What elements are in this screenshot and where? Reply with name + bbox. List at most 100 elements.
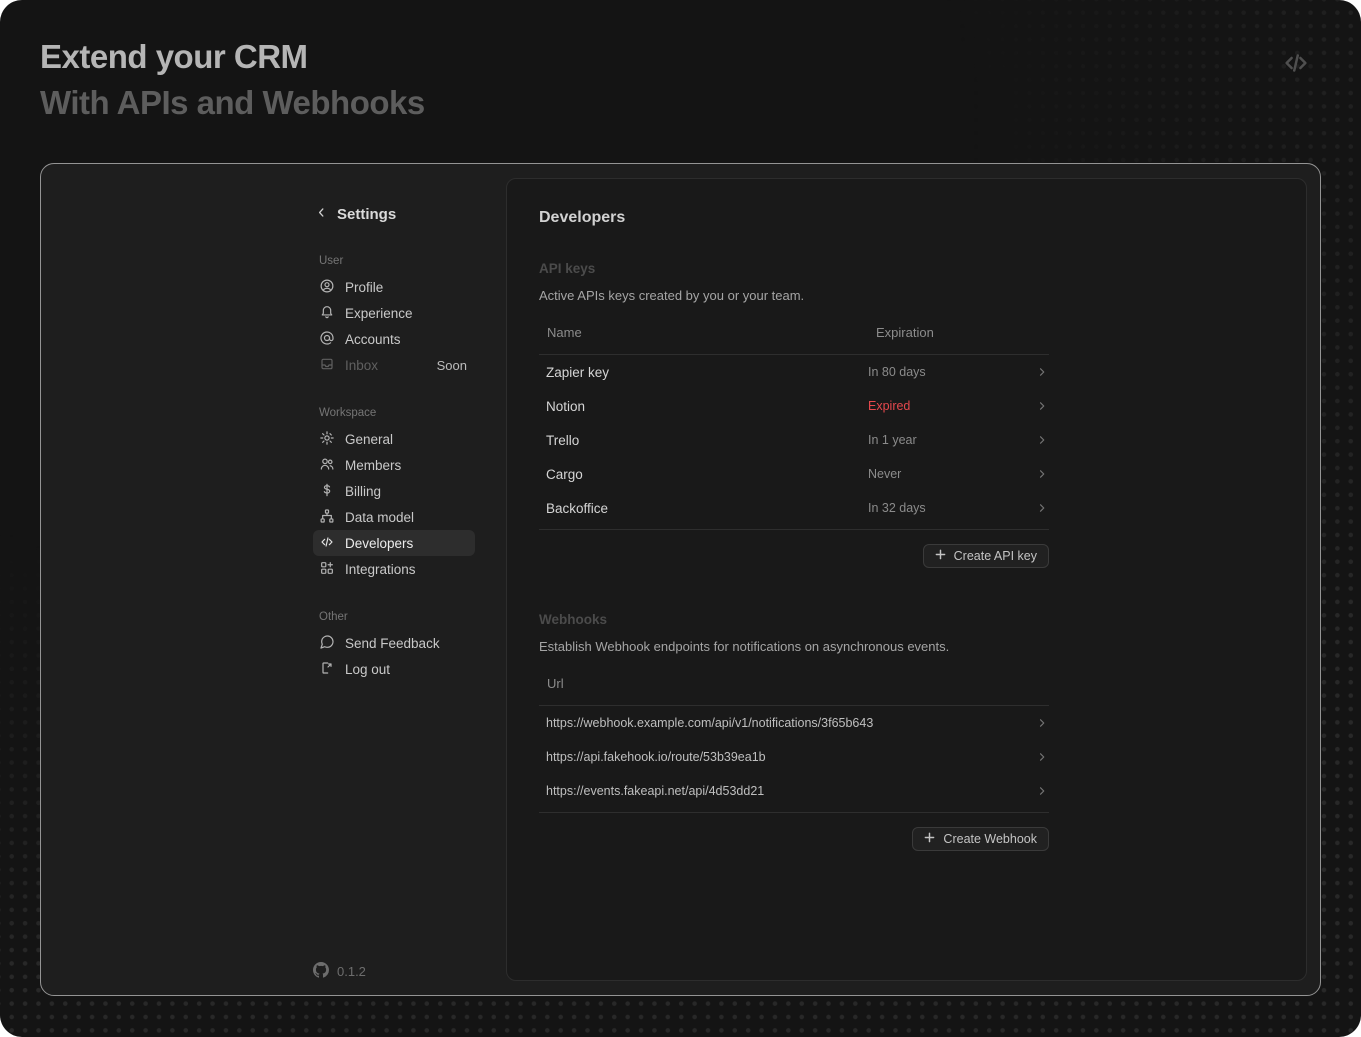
section-label-workspace: Workspace bbox=[319, 407, 377, 419]
webhooks-description: Establish Webhook endpoints for notifica… bbox=[539, 639, 950, 654]
api-key-expiration: Expired bbox=[868, 399, 911, 413]
column-header-expiration: Expiration bbox=[876, 325, 934, 340]
settings-back-header[interactable]: Settings bbox=[313, 206, 475, 223]
section-label-user: User bbox=[319, 255, 344, 267]
sidebar-item-label: Billing bbox=[345, 483, 382, 499]
integrations-icon bbox=[319, 560, 335, 579]
plus-icon bbox=[924, 832, 935, 846]
api-keys-table: Zapier key In 80 days Notion Expired Tre… bbox=[539, 355, 1049, 530]
gear-icon bbox=[319, 430, 335, 449]
sidebar-item-label: Data model bbox=[345, 509, 415, 525]
sidebar-item-label: Send Feedback bbox=[345, 635, 440, 651]
sidebar-item-label: General bbox=[345, 431, 394, 447]
api-key-row[interactable]: Backoffice In 32 days bbox=[539, 491, 1049, 525]
users-icon bbox=[319, 456, 335, 475]
chevron-right-icon bbox=[1035, 501, 1049, 515]
settings-title: Settings bbox=[337, 206, 397, 223]
webhook-row[interactable]: https://api.fakehook.io/route/53b39ea1b bbox=[539, 740, 1049, 774]
webhook-row[interactable]: https://webhook.example.com/api/v1/notif… bbox=[539, 706, 1049, 740]
sidebar-item-label: Developers bbox=[345, 535, 414, 551]
sidebar-item-general[interactable]: General bbox=[313, 426, 475, 452]
section-label-other: Other bbox=[319, 611, 348, 623]
user-circle-icon bbox=[319, 278, 335, 297]
sidebar-item-experience[interactable]: Experience bbox=[313, 300, 475, 326]
code-icon bbox=[319, 534, 335, 553]
heading-line-2: With APIs and Webhooks bbox=[40, 84, 425, 121]
sidebar-section-user: User Profile Experience Accounts Inbox S… bbox=[313, 255, 475, 378]
sidebar-item-label: Inbox bbox=[345, 357, 379, 373]
chevron-right-icon bbox=[1035, 365, 1049, 379]
webhooks-table-header: Url bbox=[539, 676, 1049, 706]
column-header-name: Name bbox=[547, 325, 582, 340]
api-keys-table-header: Name Expiration bbox=[539, 325, 1049, 355]
chat-bubble-icon bbox=[319, 634, 335, 653]
api-key-expiration: Never bbox=[868, 467, 902, 481]
heading-line-1: Extend your CRM bbox=[40, 38, 308, 75]
webhooks-table: https://webhook.example.com/api/v1/notif… bbox=[539, 706, 1049, 813]
plus-icon bbox=[935, 549, 946, 563]
chevron-right-icon bbox=[1035, 716, 1049, 730]
api-key-expiration: In 80 days bbox=[868, 365, 926, 379]
sidebar-item-profile[interactable]: Profile bbox=[313, 274, 475, 300]
webhook-url: https://events.fakeapi.net/api/4d53dd21 bbox=[546, 784, 765, 798]
sidebar-item-accounts[interactable]: Accounts bbox=[313, 326, 475, 352]
api-key-name: Zapier key bbox=[546, 364, 610, 380]
create-webhook-label: Create Webhook bbox=[943, 832, 1037, 846]
api-keys-section-title: API keys bbox=[539, 261, 596, 276]
app-version: 0.1.2 bbox=[313, 962, 366, 981]
create-api-key-label: Create API key bbox=[953, 549, 1037, 563]
sidebar-section-other: Other Send Feedback Log out bbox=[313, 611, 475, 682]
sidebar-item-label: Log out bbox=[345, 661, 391, 677]
api-key-row[interactable]: Zapier key In 80 days bbox=[539, 355, 1049, 389]
column-header-url: Url bbox=[547, 676, 564, 691]
api-key-row[interactable]: Trello In 1 year bbox=[539, 423, 1049, 457]
settings-sidebar: Settings User Profile Experience Account… bbox=[313, 206, 475, 682]
sidebar-item-members[interactable]: Members bbox=[313, 452, 475, 478]
sidebar-item-inbox: Inbox Soon bbox=[313, 352, 475, 378]
api-key-expiration: In 1 year bbox=[868, 433, 917, 447]
sidebar-item-developers[interactable]: Developers bbox=[313, 530, 475, 556]
sidebar-item-log-out[interactable]: Log out bbox=[313, 656, 475, 682]
api-key-name: Cargo bbox=[546, 466, 583, 482]
sidebar-item-data-model[interactable]: Data model bbox=[313, 504, 475, 530]
developers-panel: Developers API keys Active APIs keys cre… bbox=[506, 178, 1307, 981]
chevron-right-icon bbox=[1035, 399, 1049, 413]
sidebar-item-label: Members bbox=[345, 457, 402, 473]
sidebar-item-label: Accounts bbox=[345, 331, 401, 347]
sidebar-item-integrations[interactable]: Integrations bbox=[313, 556, 475, 582]
api-key-name: Trello bbox=[546, 432, 580, 448]
panel-title: Developers bbox=[539, 209, 626, 226]
chevron-right-icon bbox=[1035, 784, 1049, 798]
webhook-url: https://webhook.example.com/api/v1/notif… bbox=[546, 716, 874, 730]
chevron-left-icon bbox=[315, 206, 328, 223]
github-icon bbox=[313, 962, 329, 981]
soon-badge: Soon bbox=[436, 357, 467, 373]
api-key-name: Backoffice bbox=[546, 500, 609, 516]
settings-window: Settings User Profile Experience Account… bbox=[40, 163, 1321, 996]
sidebar-item-billing[interactable]: Billing bbox=[313, 478, 475, 504]
chevron-right-icon bbox=[1035, 433, 1049, 447]
api-key-row[interactable]: Notion Expired bbox=[539, 389, 1049, 423]
version-number: 0.1.2 bbox=[337, 964, 366, 979]
api-keys-description: Active APIs keys created by you or your … bbox=[539, 288, 805, 303]
inbox-icon bbox=[319, 356, 335, 375]
chevron-right-icon bbox=[1035, 467, 1049, 481]
webhook-url: https://api.fakehook.io/route/53b39ea1b bbox=[546, 750, 766, 764]
sidebar-section-workspace: Workspace General Members Billing Data m… bbox=[313, 407, 475, 582]
webhook-row[interactable]: https://events.fakeapi.net/api/4d53dd21 bbox=[539, 774, 1049, 808]
bell-icon bbox=[319, 304, 335, 323]
code-icon bbox=[1277, 48, 1315, 83]
create-webhook-button[interactable]: Create Webhook bbox=[912, 827, 1049, 851]
api-key-row[interactable]: Cargo Never bbox=[539, 457, 1049, 491]
webhooks-section-title: Webhooks bbox=[539, 612, 608, 627]
chevron-right-icon bbox=[1035, 750, 1049, 764]
sidebar-item-send-feedback[interactable]: Send Feedback bbox=[313, 630, 475, 656]
at-sign-icon bbox=[319, 330, 335, 349]
sidebar-item-label: Profile bbox=[345, 279, 384, 295]
api-key-name: Notion bbox=[546, 398, 586, 414]
api-key-expiration: In 32 days bbox=[868, 501, 926, 515]
create-api-key-button[interactable]: Create API key bbox=[922, 544, 1049, 568]
log-out-icon bbox=[319, 660, 335, 679]
data-model-icon bbox=[319, 508, 335, 527]
